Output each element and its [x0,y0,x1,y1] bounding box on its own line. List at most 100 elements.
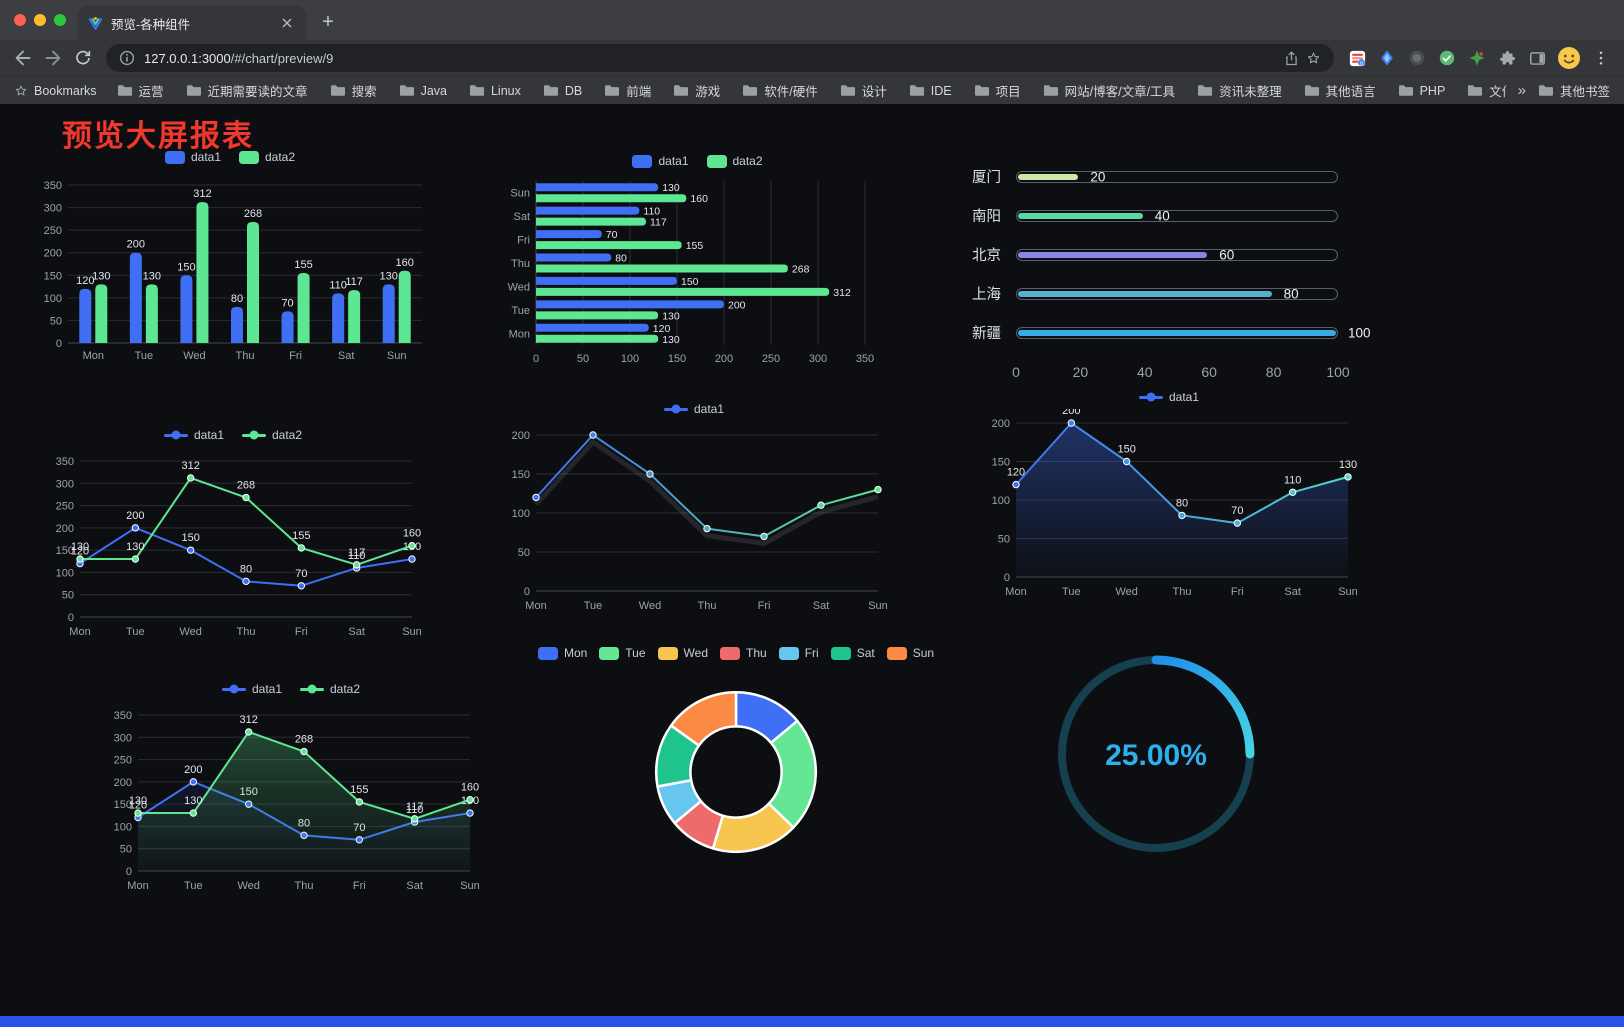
other-bookmarks-item[interactable]: 其他书签 [1538,81,1610,100]
data-point [1344,473,1352,481]
bar [247,222,259,343]
bookmarks-overflow-chevron[interactable]: » [1517,82,1526,99]
bookmark-folder-item[interactable]: 资讯未整理 [1197,81,1282,100]
svg-text:Mon: Mon [83,350,104,362]
folder-icon [743,85,758,96]
legend-item[interactable]: data1 [164,150,221,164]
legend-item[interactable]: data1 [1138,390,1199,404]
folder-icon [117,85,132,96]
new-tab-button[interactable]: + [322,10,334,33]
data-point [242,493,250,502]
svg-text:70: 70 [295,568,307,580]
bookmark-folder-item[interactable]: IDE [909,81,952,100]
svg-text:130: 130 [1339,459,1357,471]
dual-area-line-chart: data1 data2 0 50 100 150 200 250 300 350 Mon Tue Wed… [100,679,482,895]
legend-item[interactable]: Sun [886,646,934,660]
page-info-icon[interactable] [116,47,138,69]
extension-icon-sheets[interactable]: g [1342,43,1372,73]
folder-icon [974,85,989,96]
extension-icon-dark[interactable] [1402,43,1432,73]
folder-icon [1398,85,1413,96]
progress-value: 80 [1283,286,1299,301]
bookmark-folder-item[interactable]: 前端 [604,81,651,100]
extension-icon-blue-pin[interactable] [1372,43,1402,73]
legend-item[interactable]: data2 [239,150,295,164]
legend-item[interactable]: data1 [163,428,224,442]
bookmark-folder-item[interactable]: Java [399,81,447,100]
bookmark-folder-item[interactable]: 近期需要读的文章 [186,81,308,100]
window-controls [14,0,66,40]
legend-item[interactable]: data1 [663,402,724,416]
legend-item[interactable]: Mon [537,646,587,660]
extensions-puzzle-icon[interactable] [1492,43,1522,73]
bookmark-folder-item[interactable]: 搜索 [330,81,377,100]
tab-close-icon[interactable] [278,14,296,32]
svg-text:150: 150 [1117,444,1135,456]
profile-avatar[interactable] [1556,45,1582,71]
legend-item[interactable]: data2 [300,682,360,696]
svg-text:Thu: Thu [698,600,717,612]
svg-text:300: 300 [56,478,74,490]
close-window-button[interactable] [14,14,26,26]
extension-icon-green[interactable] [1432,43,1462,73]
svg-text:Fri: Fri [289,350,302,362]
zoom-window-button[interactable] [54,14,66,26]
legend-item[interactable]: data2 [706,154,763,168]
legend-item[interactable]: data1 [632,154,689,168]
side-panel-icon[interactable] [1522,43,1552,73]
svg-text:Sun: Sun [402,626,422,638]
bookmark-folder-item[interactable]: 其他语言 [1304,81,1376,100]
folder-icon [1538,85,1553,96]
bookmark-folder-item[interactable]: 软件/硬件 [742,81,818,100]
svg-text:Sat: Sat [813,600,830,612]
svg-text:312: 312 [833,287,851,299]
svg-text:200: 200 [56,523,74,535]
legend-item[interactable]: Tue [599,646,646,660]
share-icon[interactable] [1280,47,1302,69]
bookmark-folder-item[interactable]: 网站/博客/文章/工具 [1043,81,1175,100]
svg-text:100: 100 [992,495,1010,507]
legend-item[interactable]: Wed [657,646,708,660]
extension-icon-green-star[interactable] [1462,43,1492,73]
svg-text:268: 268 [792,264,810,276]
chart-legend: data1 [663,399,724,419]
browser-tab[interactable]: 预览-各种组件 [78,6,306,40]
svg-text:117: 117 [650,217,667,229]
svg-text:120: 120 [76,275,94,287]
bookmark-star-icon[interactable] [1302,47,1324,69]
menu-icon[interactable] [1586,43,1616,73]
svg-text:200: 200 [992,418,1010,430]
svg-text:Fri: Fri [353,880,366,892]
forward-button[interactable] [38,43,68,73]
data-point [300,747,308,756]
minimize-window-button[interactable] [34,14,46,26]
bookmark-folder-item[interactable]: PHP [1398,81,1445,100]
bookmark-folder-item[interactable]: 设计 [840,81,887,100]
progress-value: 60 [1219,247,1235,262]
reload-button[interactable] [68,43,98,73]
bookmarks-root-item[interactable]: Bookmarks [14,84,97,98]
gauge-chart: 25.00% [1050,648,1262,860]
bookmark-folder-item[interactable]: Linux [469,81,521,100]
back-button[interactable] [8,43,38,73]
bookmark-folder-item[interactable]: 文件服务器 [1467,81,1506,100]
bookmark-folder-item[interactable]: 项目 [974,81,1021,100]
folder-icon [186,85,201,96]
legend-item[interactable]: Sat [830,646,875,660]
data-point [297,544,306,552]
legend-item[interactable]: Fri [778,646,819,660]
address-bar[interactable]: 127.0.0.1:3000/#/chart/preview/9 [106,44,1334,72]
svg-text:117: 117 [345,276,363,288]
legend-item[interactable]: data2 [242,428,302,442]
bookmark-folder-item[interactable]: DB [543,81,582,100]
bookmark-folder-item[interactable]: 游戏 [673,81,720,100]
svg-text:80: 80 [615,253,627,265]
bookmark-folder-item[interactable]: 运营 [117,81,164,100]
svg-text:25.00%: 25.00% [1105,739,1207,772]
progress-label: 上海 [972,287,1001,303]
svg-text:Tue: Tue [584,600,603,612]
legend-item[interactable]: data1 [221,682,282,696]
svg-text:80: 80 [240,563,252,575]
legend-item[interactable]: Thu [720,646,767,660]
svg-text:200: 200 [728,299,746,311]
